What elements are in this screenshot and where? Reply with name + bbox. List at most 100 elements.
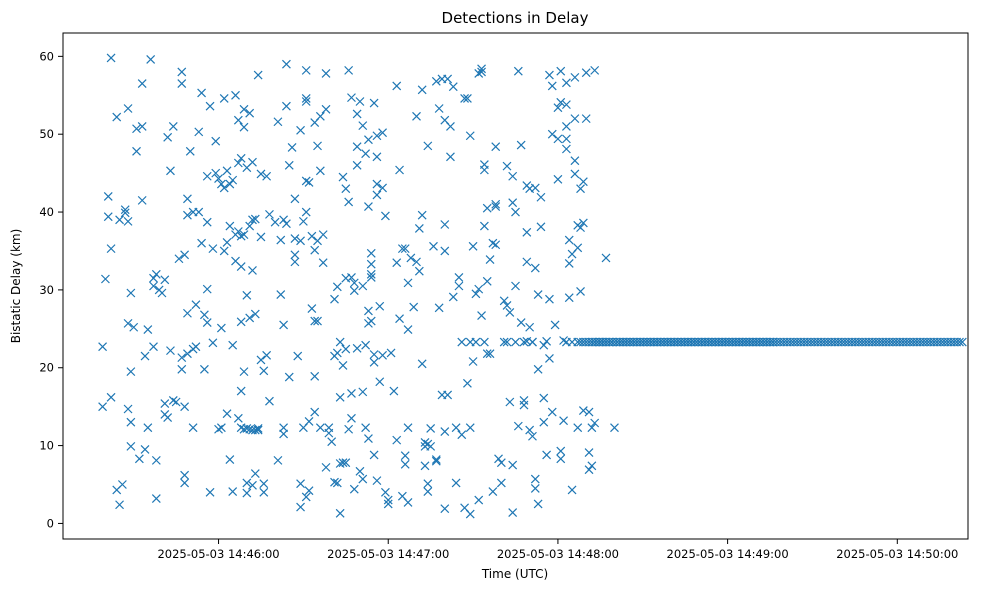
data-point <box>349 278 359 288</box>
data-point <box>528 431 537 441</box>
x-axis-label: Time (UTC) <box>481 567 548 581</box>
data-point <box>496 458 506 468</box>
data-point <box>561 134 571 144</box>
data-point <box>318 230 328 240</box>
data-point <box>112 112 122 122</box>
data-point <box>296 502 305 512</box>
data-point <box>525 322 535 332</box>
data-point <box>245 313 255 323</box>
data-point <box>253 424 263 433</box>
data-point <box>239 104 249 114</box>
chart-title: Detections in Delay <box>442 9 589 27</box>
data-point <box>364 306 373 316</box>
data-point <box>474 495 484 505</box>
data-point <box>361 340 371 350</box>
data-point <box>364 135 373 145</box>
data-point <box>284 372 294 382</box>
data-point <box>392 258 402 268</box>
data-point <box>477 311 486 321</box>
data-point <box>214 174 223 183</box>
data-point <box>222 237 232 247</box>
data-point <box>414 223 424 233</box>
data-point <box>423 487 433 496</box>
data-point <box>327 437 337 447</box>
data-point <box>233 158 243 168</box>
data-point <box>301 93 311 103</box>
data-point <box>508 198 518 208</box>
data-point <box>301 207 311 217</box>
data-point <box>160 399 170 408</box>
data-point <box>151 455 161 465</box>
data-point <box>248 215 257 225</box>
data-point <box>279 215 289 225</box>
data-point <box>564 259 574 268</box>
data-point <box>508 508 518 517</box>
data-point <box>570 114 580 124</box>
data-point <box>547 407 557 417</box>
data-point <box>137 195 147 205</box>
data-point <box>474 284 484 294</box>
data-point <box>414 266 424 276</box>
data-point <box>281 219 291 229</box>
data-point <box>395 314 404 324</box>
data-point <box>208 338 218 348</box>
data-point <box>132 146 141 156</box>
data-point <box>301 65 311 75</box>
data-point <box>296 236 305 246</box>
data-point <box>533 499 543 509</box>
data-point <box>465 423 475 433</box>
data-point <box>344 65 354 75</box>
data-point <box>446 152 455 162</box>
data-point <box>208 244 218 254</box>
data-point <box>259 366 269 376</box>
data-point <box>202 217 212 227</box>
data-point <box>474 69 484 78</box>
data-point <box>366 259 376 269</box>
data-point <box>301 97 311 106</box>
data-point <box>126 367 136 377</box>
data-point <box>584 465 594 475</box>
data-point <box>273 455 283 465</box>
data-point <box>253 425 263 435</box>
data-point <box>304 417 314 426</box>
data-point <box>545 353 554 363</box>
data-point <box>482 349 492 359</box>
data-point <box>420 461 430 471</box>
data-point <box>183 194 192 204</box>
data-point <box>578 218 588 228</box>
data-point <box>211 168 221 178</box>
data-point <box>307 304 317 313</box>
data-point <box>369 350 379 359</box>
data-point <box>355 97 365 106</box>
data-point <box>372 152 382 162</box>
data-point <box>134 454 144 464</box>
data-point <box>233 115 243 125</box>
plot-frame <box>62 32 969 540</box>
data-point <box>355 466 365 476</box>
data-point <box>547 129 557 139</box>
data-point <box>279 423 289 433</box>
data-point <box>446 121 455 131</box>
data-point <box>485 349 495 359</box>
data-point <box>250 214 260 224</box>
data-point <box>163 132 173 142</box>
data-point <box>533 290 543 299</box>
data-point <box>242 478 252 488</box>
data-point <box>457 337 467 347</box>
data-point <box>349 484 359 494</box>
y-tick-label: 0 <box>47 516 54 530</box>
data-point <box>479 221 489 231</box>
data-point <box>397 244 407 254</box>
data-point <box>347 413 356 423</box>
data-point <box>392 435 402 445</box>
data-point <box>559 336 569 345</box>
data-point <box>281 101 291 111</box>
data-point <box>98 402 108 412</box>
data-point <box>310 371 320 381</box>
data-point <box>180 250 190 260</box>
data-point <box>276 290 286 299</box>
data-point <box>132 124 141 134</box>
data-point <box>375 377 385 387</box>
